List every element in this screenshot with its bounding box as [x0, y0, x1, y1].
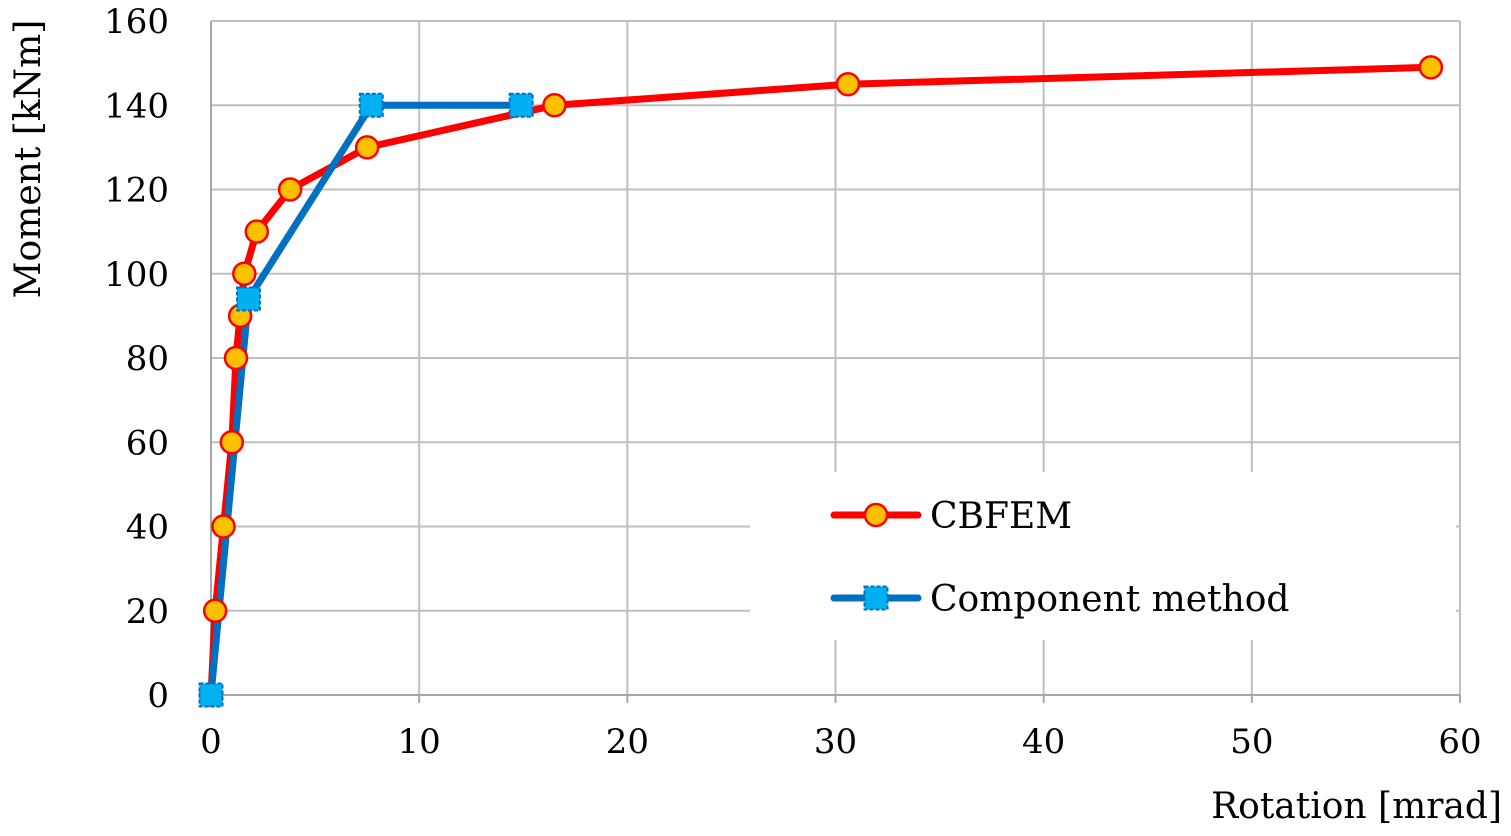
x-tick-label-40: 40 — [1022, 722, 1065, 762]
legend: CBFEM Component method — [830, 496, 1289, 620]
legend-marker-component-method — [863, 585, 889, 611]
y-tick-label-140: 140 — [104, 86, 169, 126]
cbfem-point-8 — [277, 177, 303, 202]
cbfem-point-2 — [211, 514, 236, 539]
cbfem-point-12 — [1418, 55, 1444, 80]
y-tick-label-100: 100 — [104, 255, 169, 295]
y-tick-label-60: 60 — [126, 423, 169, 463]
component-method-point-0 — [198, 682, 224, 708]
axes — [210, 21, 1461, 703]
component-method-point-1 — [235, 286, 261, 312]
cbfem-point-7 — [244, 219, 270, 244]
legend-label-component-method: Component method — [930, 579, 1289, 620]
cbfem-point-4 — [223, 345, 249, 371]
component-method-point-3 — [508, 92, 534, 118]
x-tick-label-30: 30 — [814, 722, 857, 762]
y-tick-label-40: 40 — [126, 508, 169, 548]
y-tick-label-80: 80 — [126, 339, 169, 379]
component-method-point-2 — [358, 92, 384, 118]
gridlines — [211, 20, 1461, 695]
series-markers — [198, 55, 1444, 708]
cbfem-point-1 — [202, 598, 228, 623]
y-tick-label-0: 0 — [147, 676, 169, 716]
y-tick-label-120: 120 — [104, 171, 169, 211]
legend-box — [750, 472, 1456, 640]
legend-background — [750, 472, 1456, 640]
x-tick-label-50: 50 — [1230, 722, 1273, 762]
legend-label-cbfem: CBFEM — [930, 496, 1072, 537]
legend-marker-cbfem — [863, 502, 889, 528]
cbfem-point-6 — [232, 261, 257, 286]
x-axis-title: Rotation [mrad] — [1211, 786, 1502, 827]
y-tick-label-20: 20 — [126, 592, 169, 632]
cbfem-point-11 — [835, 71, 861, 97]
x-tick-label-20: 20 — [606, 722, 649, 762]
cbfem-point-3 — [219, 430, 245, 455]
cbfem-point-9 — [354, 135, 380, 160]
tick-labels: 0 10 20 30 40 50 60 0 20 40 60 80 100 120 140 160 — [104, 2, 1482, 762]
y-axis-title: Moment [kNm] — [8, 20, 49, 299]
component-method-series-line — [207, 101, 525, 699]
x-tick-label-10: 10 — [398, 722, 441, 762]
x-tick-label-0: 0 — [200, 722, 222, 762]
y-tick-label-160: 160 — [104, 2, 169, 42]
cbfem-point-10 — [542, 93, 567, 118]
x-tick-label-60: 60 — [1438, 722, 1481, 762]
